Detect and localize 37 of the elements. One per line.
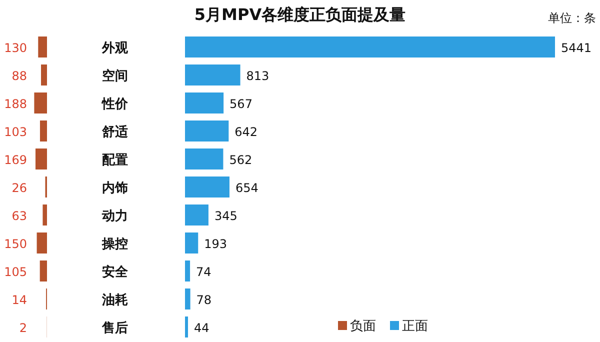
y-tick-label: 配置 — [102, 153, 128, 168]
data-label: 26 — [12, 181, 27, 195]
data-label: 169 — [4, 153, 27, 167]
data-label: 44 — [194, 321, 210, 335]
data-label: 150 — [4, 237, 27, 251]
y-tick-label: 性价 — [101, 97, 129, 112]
data-label: 562 — [229, 153, 252, 167]
y-tick-label: 舒适 — [101, 124, 129, 140]
data-label: 188 — [4, 97, 27, 111]
chart-title: 5月MPV各维度正负面提及量 — [194, 5, 406, 24]
data-label: 14 — [12, 293, 27, 307]
y-tick-label: 操控 — [101, 237, 128, 252]
y-tick-label: 售后 — [101, 320, 128, 336]
y-tick-label: 内饰 — [102, 181, 128, 196]
data-label: 345 — [214, 209, 238, 223]
data-label: 567 — [230, 97, 252, 111]
data-label: 2 — [19, 321, 27, 335]
y-tick-label: 动力 — [101, 209, 128, 224]
data-label: 813 — [246, 69, 270, 83]
y-tick-label: 油耗 — [101, 292, 128, 308]
data-label: 103 — [4, 125, 27, 139]
y-tick-label: 外观 — [101, 41, 129, 56]
y-tick-label: 空间 — [102, 68, 128, 84]
data-label: 63 — [12, 209, 27, 223]
data-label: 5441 — [561, 41, 592, 55]
data-label: 654 — [235, 181, 258, 195]
data-label: 105 — [4, 265, 27, 279]
legend-label: 负面 — [350, 319, 376, 334]
legend-label: 正面 — [402, 319, 428, 334]
data-label: 74 — [196, 265, 212, 279]
data-label: 193 — [204, 237, 228, 251]
text: 单位：条 — [548, 11, 596, 25]
data-label: 130 — [4, 41, 27, 55]
data-label: 78 — [196, 293, 212, 307]
y-tick-label: 安全 — [102, 264, 129, 280]
data-label: 642 — [234, 125, 258, 139]
data-label: 88 — [12, 69, 27, 83]
